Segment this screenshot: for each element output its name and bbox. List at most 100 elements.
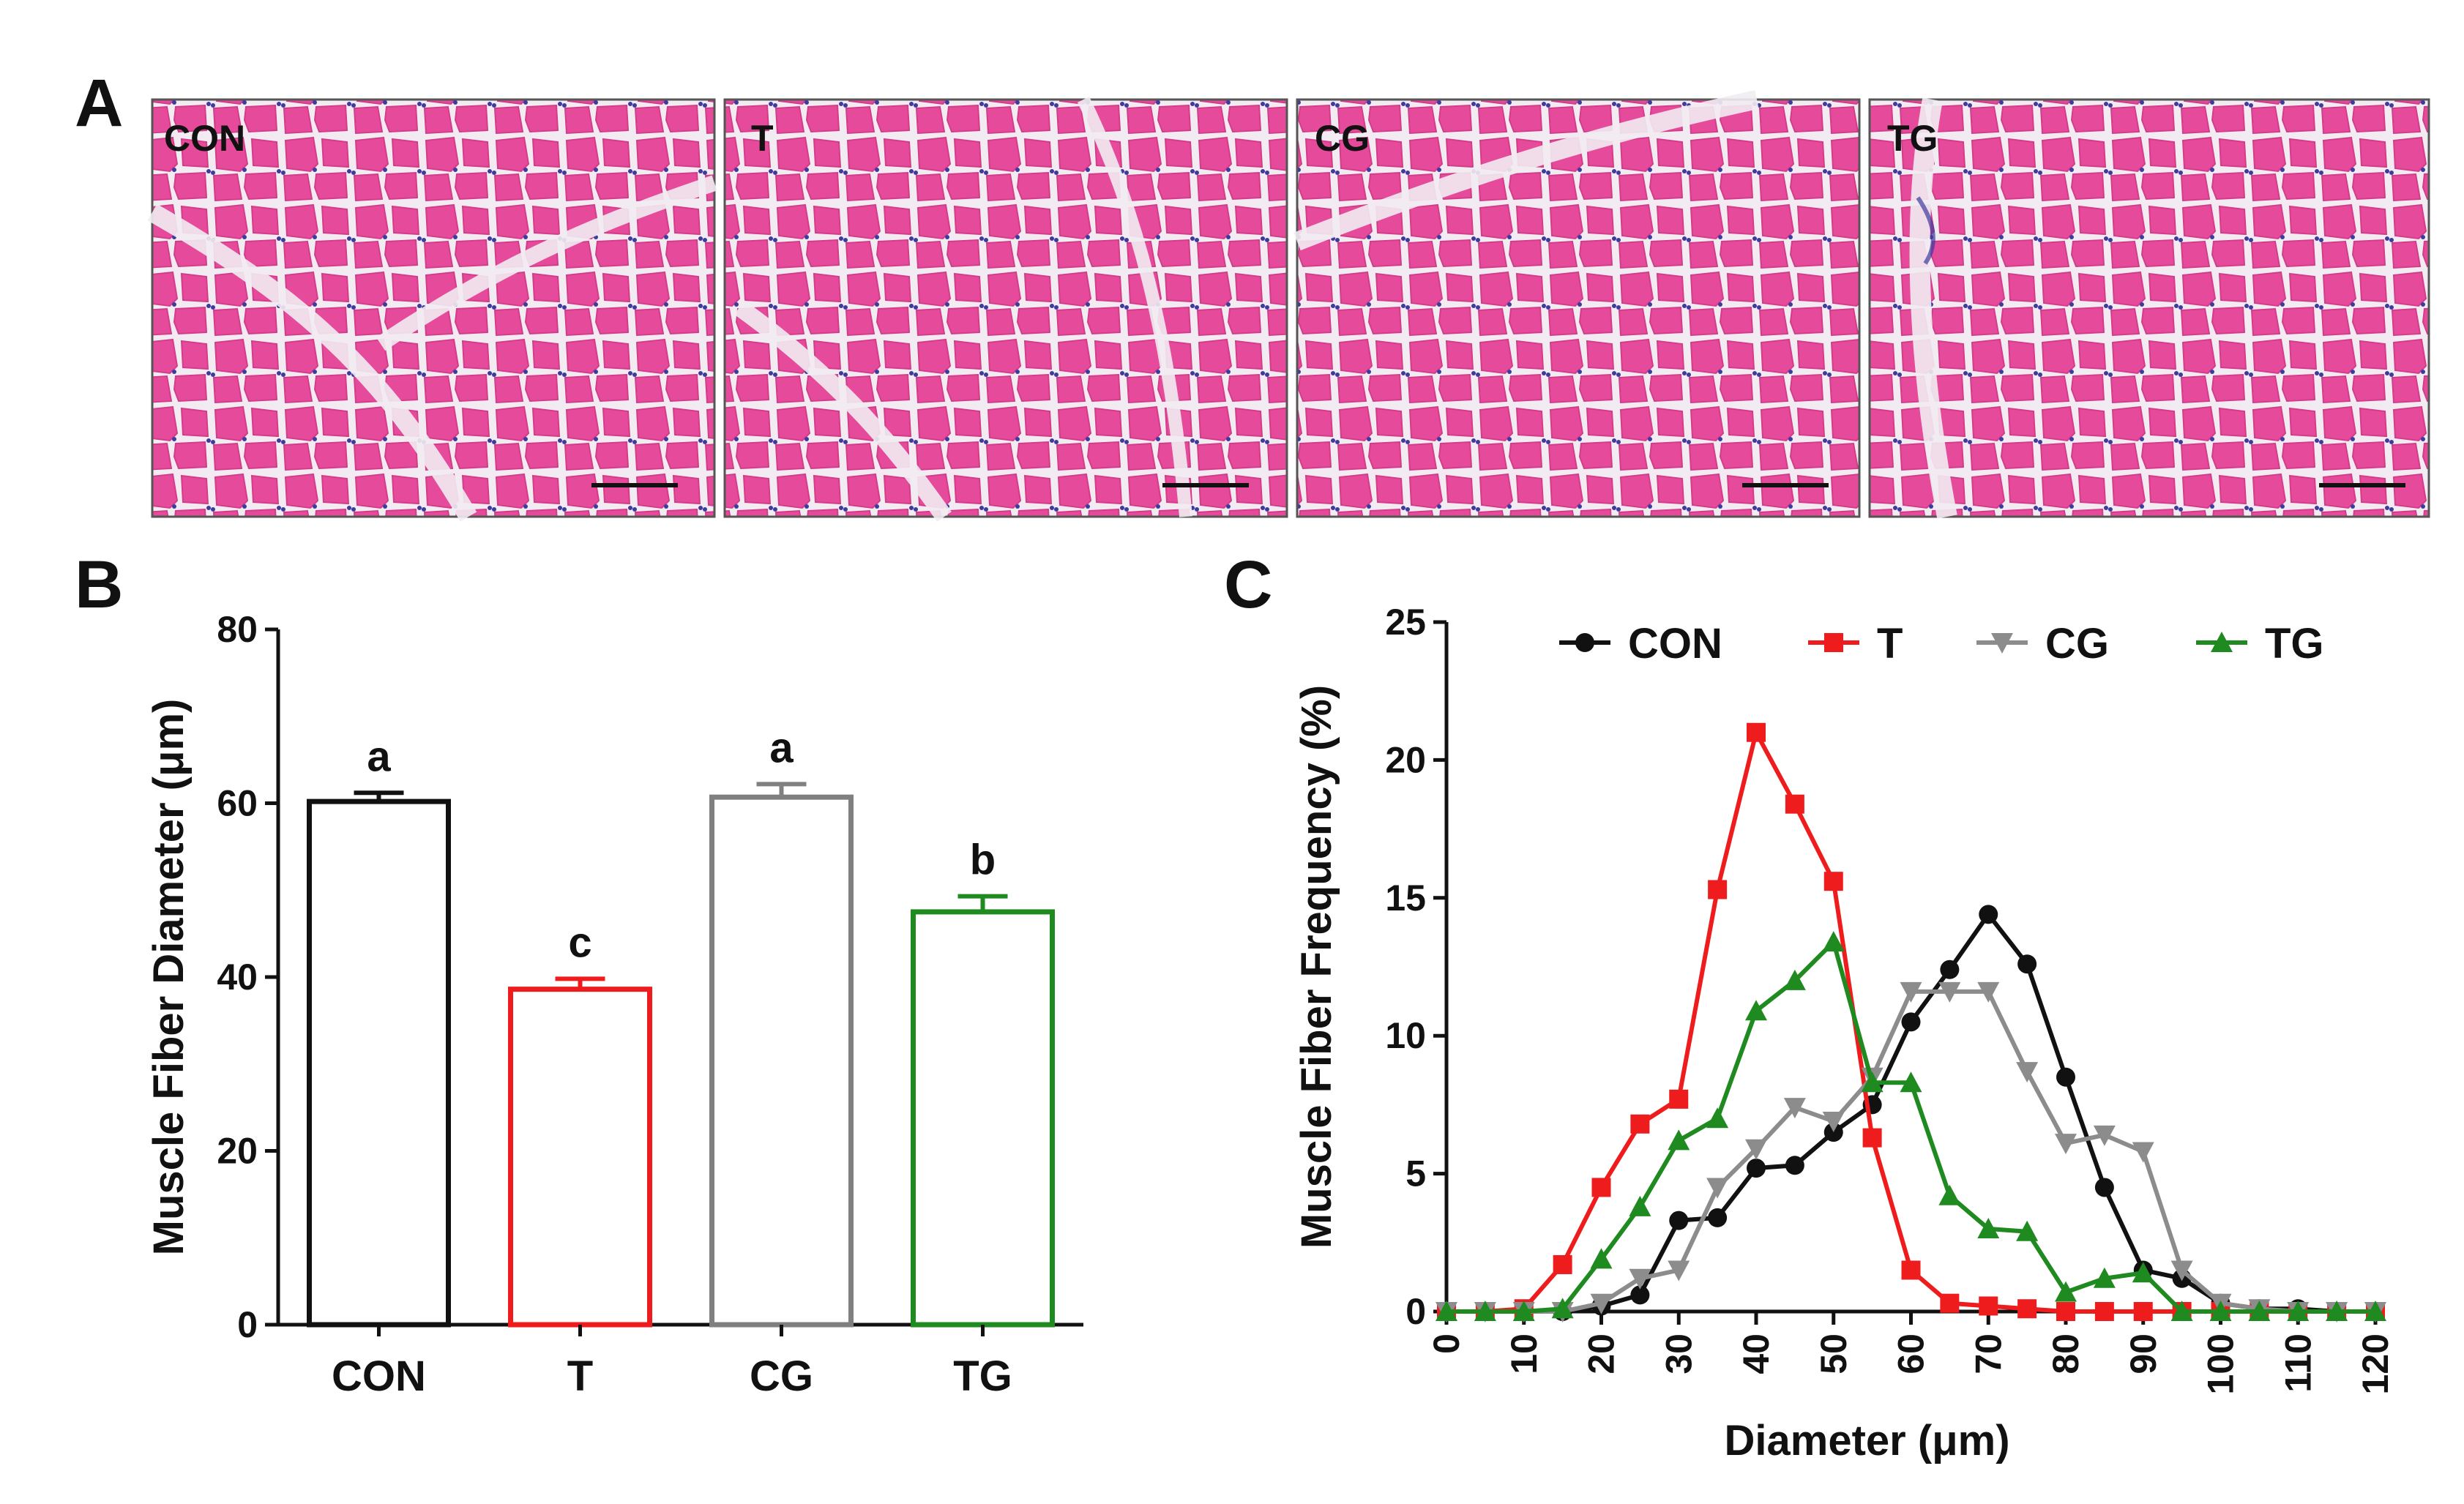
y-tick-label: 15 <box>1385 878 1426 919</box>
data-point-tg <box>1474 1301 1496 1321</box>
data-point-cg <box>1977 981 2000 1003</box>
y-tick-label: 0 <box>237 1304 258 1345</box>
x-tick-label: 50 <box>1813 1333 1854 1374</box>
data-point-tg <box>1783 969 1806 990</box>
data-point-cg <box>2093 1125 2116 1146</box>
data-point-t <box>1630 1114 1650 1134</box>
x-tick-label: 110 <box>2277 1333 2318 1393</box>
series-line-con <box>1446 912 2375 1314</box>
data-point-cg <box>2170 1260 2193 1282</box>
panel-a-letter: A <box>75 66 123 141</box>
data-point-t <box>1708 880 1728 899</box>
data-point-tg <box>2016 1220 2039 1241</box>
data-point-tg <box>2209 1301 2232 1321</box>
data-point-con <box>2017 954 2037 974</box>
data-point-con <box>1940 959 1960 979</box>
legend-label: CON <box>1628 620 1722 667</box>
data-point-con <box>1979 905 1998 924</box>
data-point-cg <box>1706 1178 1729 1199</box>
significance-letter: b <box>970 837 996 884</box>
x-tick-label: 120 <box>2355 1333 2396 1394</box>
data-point-t <box>1747 722 1766 742</box>
x-axis-title: Diameter (μm) <box>1724 1417 2009 1464</box>
data-point-tg <box>1861 1071 1884 1093</box>
legend-item-cg: CG <box>1976 620 2109 667</box>
scale-bar <box>1742 483 1829 487</box>
data-point-cg <box>1822 1112 1845 1133</box>
data-point-cg <box>1745 1139 1767 1160</box>
data-point-tg <box>2287 1301 2310 1321</box>
data-point-t <box>2133 1302 2153 1321</box>
data-point-tg <box>2364 1301 2386 1321</box>
x-tick-label: 60 <box>1891 1333 1932 1374</box>
y-tick-label: 80 <box>217 609 258 650</box>
data-point-t <box>2017 1299 2037 1319</box>
data-point-t <box>1979 1296 1998 1316</box>
y-tick-label: 10 <box>1385 1015 1426 1056</box>
data-point-tg <box>1745 1000 1767 1021</box>
x-tick-label: 40 <box>1736 1333 1777 1374</box>
x-category-label: CG <box>750 1353 813 1400</box>
y-tick-label: 60 <box>217 783 258 824</box>
bar-chart: 0 20 40 60 80 Muscle Fiber Diameter (μm) CON a T… <box>145 609 1083 1400</box>
legend-label: CG <box>2045 620 2109 667</box>
y-tick-label: 20 <box>217 1131 258 1172</box>
data-point-con <box>1708 1208 1728 1227</box>
x-tick-label: 0 <box>1426 1333 1467 1354</box>
data-point-t <box>2094 1302 2114 1321</box>
data-point-tg <box>2170 1301 2193 1321</box>
data-point-con <box>1823 1123 1843 1142</box>
significance-letter: c <box>568 919 591 966</box>
data-point-tg <box>2093 1267 2116 1288</box>
legend-item-tg: TG <box>2196 620 2324 667</box>
y-tick-label: 0 <box>1405 1291 1426 1332</box>
legend-marker <box>1991 633 2013 654</box>
data-point-cg <box>1783 1098 1806 1119</box>
micrograph-t: T <box>723 97 1288 522</box>
data-point-tg <box>1512 1301 1535 1321</box>
data-point-tg <box>1551 1298 1574 1319</box>
data-point-con <box>1785 1156 1804 1175</box>
y-tick-label: 20 <box>1385 739 1426 780</box>
data-point-tg <box>1706 1107 1729 1129</box>
legend-label: T <box>1877 620 1903 667</box>
data-point-tg <box>2132 1262 2154 1283</box>
data-point-tg <box>2055 1281 2077 1302</box>
micrograph-t-label: T <box>751 118 774 159</box>
data-point-tg <box>1977 1217 2000 1238</box>
data-point-con <box>1747 1159 1766 1178</box>
data-point-t <box>1901 1260 1921 1280</box>
scale-bar <box>1162 483 1249 487</box>
y-tick-label: 5 <box>1405 1153 1426 1194</box>
data-point-cg <box>2132 1142 2154 1163</box>
data-point-cg <box>1590 1293 1613 1314</box>
micrograph-tg-label: TG <box>1887 118 1938 159</box>
data-point-t <box>1785 794 1804 814</box>
x-category-label: T <box>567 1353 593 1400</box>
series-con <box>1437 905 2385 1321</box>
data-point-cg <box>2055 1134 2077 1155</box>
y-tick-label: 25 <box>1385 602 1426 643</box>
y-axis-title: Muscle Fiber Frequency (%) <box>1293 685 1340 1249</box>
panel-b-letter: B <box>75 547 123 622</box>
legend-label: TG <box>2265 620 2324 667</box>
bar-cg <box>709 794 854 1328</box>
bar-t <box>508 987 652 1328</box>
data-point-cg <box>1938 981 1961 1003</box>
legend-marker <box>1575 633 1594 652</box>
data-point-con <box>1901 1012 1921 1032</box>
data-point-tg <box>1590 1248 1613 1269</box>
legend-item-t: T <box>1808 620 1903 667</box>
x-tick-label: 20 <box>1581 1333 1622 1374</box>
data-point-tg <box>1938 1184 1961 1205</box>
panel-c-letter: C <box>1224 547 1272 622</box>
x-tick-label: 90 <box>2123 1333 2164 1374</box>
series-tg <box>1436 931 2386 1321</box>
micrograph-cg: CG <box>1293 90 1861 518</box>
scale-bar <box>591 483 678 487</box>
data-point-con <box>1630 1285 1650 1305</box>
data-point-tg <box>1900 1071 1922 1093</box>
micrograph-tg: TG <box>1868 97 2430 519</box>
data-point-tg <box>1629 1195 1651 1216</box>
